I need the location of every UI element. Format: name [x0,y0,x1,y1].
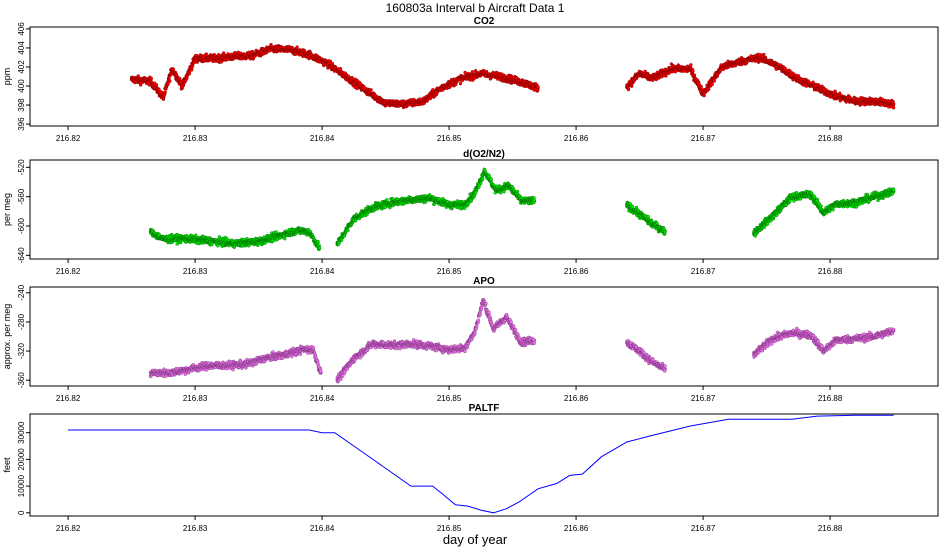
d-o2-n2-xtick-label: 216.83 [183,267,208,276]
co2-part-1-point [154,83,159,87]
d-o2-n2-ytick-label: -560 [17,188,26,205]
o2-part-2-point [365,212,369,217]
d-o2-n2-xtick-label: 216.88 [818,267,843,276]
figure-xlabel: day of year [443,532,508,547]
co2-ytick-label: 406 [17,22,26,36]
co2-part-1-series [129,43,540,110]
o2-part-2-series [335,167,537,247]
co2-part-1-point [536,88,540,92]
co2-part-1-point [204,52,209,56]
co2-ytick-label: 398 [17,98,26,112]
co2-part-1-point [369,88,373,92]
co2-part-1-point [463,70,467,75]
d-o2-n2-ytick-label: -520 [17,159,26,176]
d-o2-n2-xtick-label: 216.87 [691,267,716,276]
o2-part-3-point [630,205,635,209]
co2-part-2-point [692,73,697,77]
co2-part-2-point [707,87,711,92]
co2-part-2-point [783,66,787,71]
d-o2-n2-xtick-label: 216.84 [310,267,335,276]
co2-part-2-point [891,100,895,104]
co2-xtick-label: 216.82 [56,134,81,143]
co2-plot-area [129,43,896,110]
o2-part-4-point [765,222,770,226]
co2-part-2-series [625,52,896,110]
o2-part-1-point [217,235,222,239]
co2-part-1-point [168,79,172,83]
co2-part-2-point [664,74,668,78]
d-o2-n2-xtick-label: 216.82 [56,267,81,276]
co2-part-2-point [891,106,896,110]
d-o2-n2-title: d(O2/N2) [463,149,505,160]
co2-part-2-point [630,84,634,88]
d-o2-n2-xtick-label: 216.85 [437,267,462,276]
co2-part-2-point [689,63,693,67]
d-o2-n2-ytick-label: -600 [17,217,26,234]
o2-part-1-point [317,246,322,250]
co2-ytick-label: 404 [17,41,26,55]
o2-part-2-point [383,205,387,209]
co2-part-2-point [710,82,714,87]
figure-title: 160803a Interval b Aircraft Data 1 [386,1,565,15]
co2-part-2-point [699,84,703,89]
co2-part-1-point [138,83,143,87]
co2-xtick-label: 216.88 [818,134,843,143]
co2-xtick-label: 216.86 [564,134,589,143]
co2-part-1-point [470,70,475,74]
o2-part-2-point [346,228,350,233]
co2-ytick-label: 396 [17,117,26,131]
co2-part-1-point [190,64,195,69]
d-o2-n2-ytick-label: -640 [17,247,26,264]
co2-frame [29,26,939,127]
o2-part-3-point [663,229,667,234]
o2-part-2-point [532,198,536,203]
co2-title: CO2 [474,16,495,27]
o2-part-3-point [634,205,639,210]
co2-part-1-point [536,85,540,89]
co2-part-2-point [712,79,716,83]
co2-part-1-point [171,67,176,71]
co2-ytick-label: 400 [17,79,26,93]
co2-part-1-point [350,75,354,80]
o2-part-1-series [148,226,322,252]
co2-part-1-point [295,45,299,49]
d-o2-n2-xtick-label: 216.86 [564,267,589,276]
o2-part-2-point [385,198,389,202]
co2-xtick-label: 216.83 [183,134,208,143]
d-o2-n2-ylabel: per meg [2,193,12,226]
o2-part-2-point [499,190,503,195]
o2-part-2-point [481,177,485,182]
o2-part-2-point [489,177,493,181]
o2-part-3-series [625,200,667,236]
co2-part-2-point [702,93,706,98]
co2-part-2-point [762,52,766,57]
co2-part-1-point [149,76,154,81]
co2-xtick-label: 216.85 [437,134,462,143]
co2-xtick-label: 216.87 [691,134,716,143]
co2-part-2-point [691,68,695,73]
co2-part-1-point [338,66,343,71]
co2-part-1-point [163,90,167,94]
d-o2-n2-panel: d(O2/N2) per meg -640 -600 -560 -520 216.82 216… [2,149,939,276]
o2-part-4-series [752,187,896,238]
co2-part-2-point [838,91,842,96]
co2-ylabel: ppm [2,68,12,86]
o2-part-1-point [316,240,320,244]
co2-panel: CO2 ppm 396 398 400 402 404 406 216.82 216.83 216.… [2,16,939,143]
co2-part-2-point [626,87,631,92]
co2-part-1-point [189,68,194,72]
o2-part-1-point [216,244,220,248]
d-o2-n2-plot-area [148,167,896,252]
co2-ytick-label: 402 [17,60,26,74]
o2-part-1-point [283,236,287,241]
co2-part-1-point [458,81,463,86]
co2-xtick-label: 216.84 [310,134,335,143]
